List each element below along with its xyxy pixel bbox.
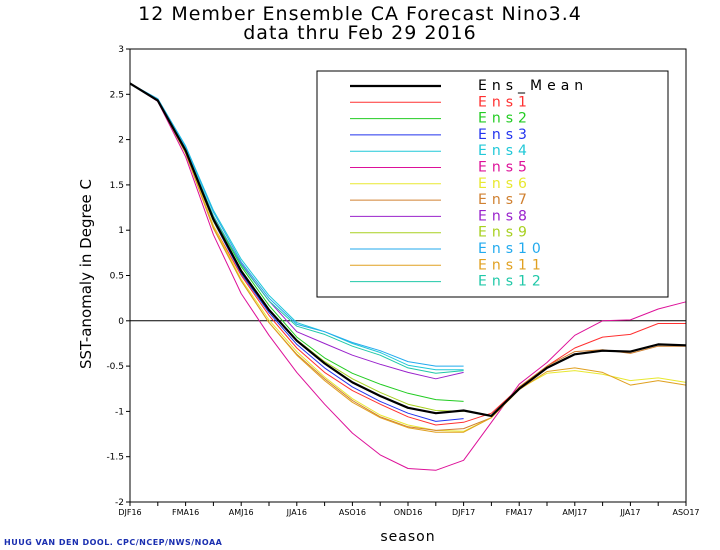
legend-items: Ens_MeanEns1Ens2Ens3Ens4Ens5Ens6Ens7Ens8…	[350, 78, 588, 290]
x-tick-label: DJF17	[452, 508, 475, 517]
legend-label: Ens3	[478, 127, 532, 143]
legend-label: Ens2	[478, 111, 532, 127]
legend: Ens_MeanEns1Ens2Ens3Ens4Ens5Ens6Ens7Ens8…	[316, 70, 669, 298]
y-tick-label: -2	[115, 498, 124, 508]
legend-label: Ens1	[478, 94, 532, 110]
legend-label: Ens10	[478, 241, 546, 257]
y-tick-label: 0.5	[110, 272, 124, 282]
series-line-ens5	[129, 82, 687, 471]
series-line-ens-mean	[129, 82, 687, 417]
x-tick-label: ASO17	[672, 508, 699, 517]
credit-text: HUUG VAN DEN DOOL. CPC/NCEP/NWS/NOAA	[4, 538, 223, 547]
series-line-ens10	[129, 82, 464, 367]
x-tick-label: JJA16	[286, 508, 307, 517]
legend-label: Ens11	[478, 257, 546, 273]
series-line-ens6	[129, 82, 687, 432]
series-line-ens1	[129, 82, 686, 426]
series-layer	[129, 82, 687, 471]
series-line-ens11	[129, 82, 687, 433]
legend-label: Ens8	[478, 208, 532, 224]
x-tick-label: AMJ17	[562, 508, 587, 517]
chart-title: 12 Member Ensemble CA Forecast Nino3.4	[138, 3, 582, 25]
y-tick-label: -1	[115, 407, 124, 417]
x-tick-label: JJA17	[619, 508, 640, 517]
y-tick-label: 0	[118, 317, 124, 327]
legend-label: Ens12	[478, 274, 546, 290]
y-tick-label: 2.5	[110, 90, 124, 100]
legend-label: Ens_Mean	[478, 78, 588, 94]
chart-subtitle: data thru Feb 29 2016	[243, 22, 477, 44]
y-tick-label: 1	[118, 226, 124, 236]
x-tick-label: AMJ16	[229, 508, 254, 517]
y-tick-label: 3	[118, 45, 124, 55]
x-tick-label: FMA17	[506, 508, 533, 517]
x-axis-label: season	[380, 529, 435, 545]
legend-label: Ens9	[478, 225, 532, 241]
x-tick-label: FMA16	[172, 508, 199, 517]
legend-label: Ens4	[478, 143, 532, 159]
x-tick-label: ASO16	[339, 508, 366, 517]
y-tick-label: -1.5	[106, 453, 124, 463]
legend-label: Ens5	[478, 160, 532, 176]
y-tick-label: 2	[118, 136, 124, 146]
legend-label: Ens7	[478, 192, 532, 208]
legend-label: Ens6	[478, 176, 532, 192]
y-axis-label: SST-anomaly in Degree C	[77, 179, 95, 369]
y-tick-label: 1.5	[110, 181, 124, 191]
x-tick-label: OND16	[394, 508, 423, 517]
x-tick-label: DJF16	[118, 508, 141, 517]
y-tick-label: -0.5	[106, 362, 124, 372]
